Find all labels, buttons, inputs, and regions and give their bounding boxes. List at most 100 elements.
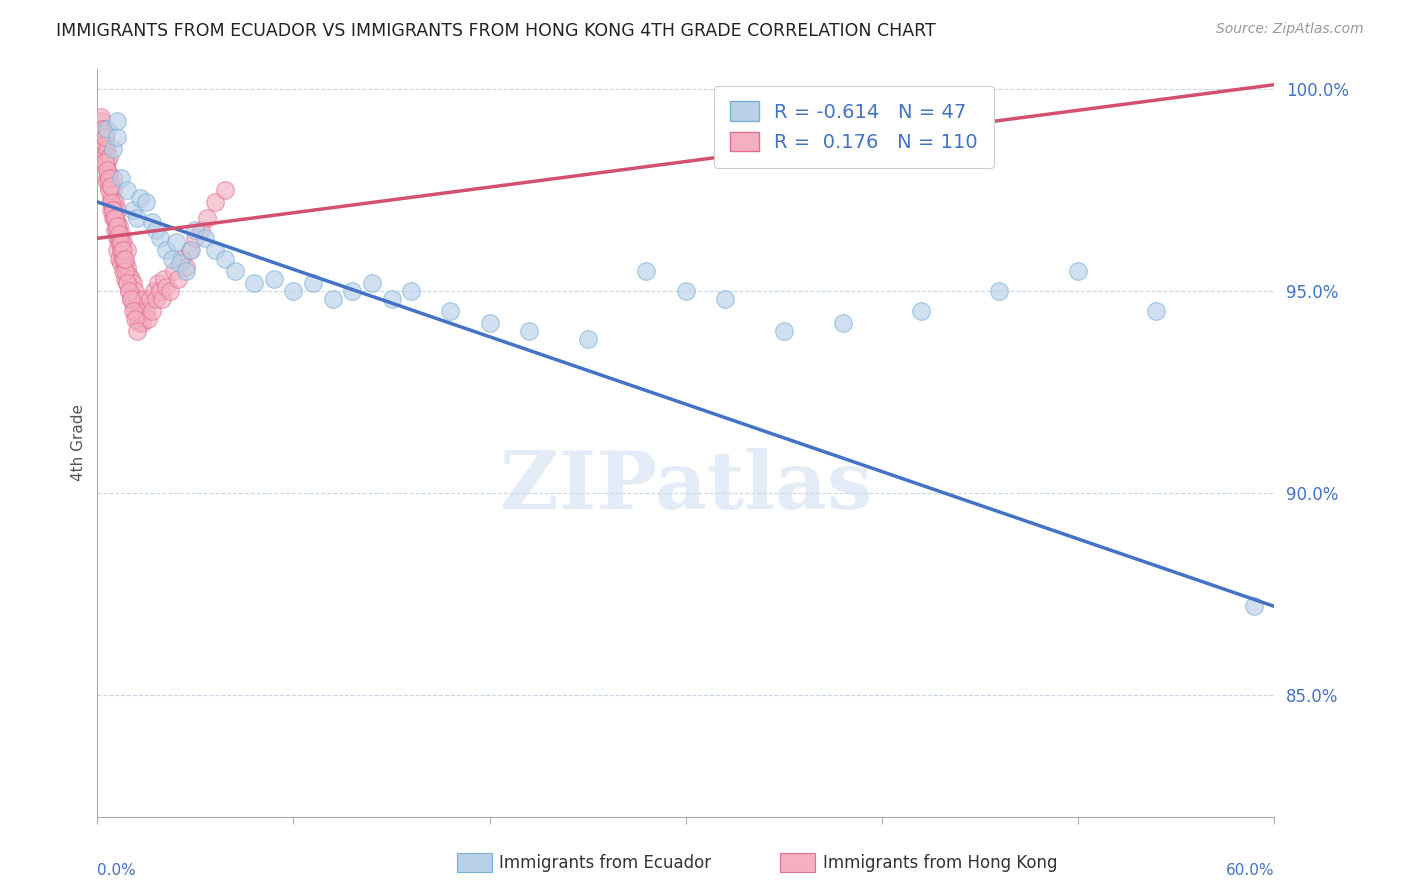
Point [111, 235, 134, 250]
Point [124, 304, 146, 318]
Point [104, 194, 127, 209]
Point [114, 272, 136, 286]
Point [149, 231, 172, 245]
Point [380, 292, 402, 306]
Point [159, 284, 181, 298]
Point [910, 304, 932, 318]
Point [141, 215, 163, 229]
Point [831, 316, 853, 330]
Point [105, 219, 128, 234]
Point [110, 235, 132, 250]
Point [243, 276, 266, 290]
Point [108, 231, 131, 245]
Point [110, 244, 132, 258]
Point [145, 292, 167, 306]
Point [214, 252, 236, 266]
Point [91, 122, 114, 136]
Point [98, 170, 121, 185]
Point [125, 324, 148, 338]
Point [90, 114, 112, 128]
Point [105, 231, 128, 245]
Point [121, 296, 143, 310]
Point [110, 244, 132, 258]
Point [108, 252, 131, 266]
Point [125, 211, 148, 226]
Text: Immigrants from Hong Kong: Immigrants from Hong Kong [823, 854, 1057, 871]
Point [163, 263, 186, 277]
Point [110, 227, 132, 242]
Point [100, 191, 122, 205]
Point [153, 272, 176, 286]
Point [101, 183, 124, 197]
Point [180, 244, 202, 258]
Point [120, 292, 142, 306]
Point [204, 244, 226, 258]
Text: 60.0%: 60.0% [1226, 863, 1274, 879]
Point [94, 151, 117, 165]
Point [96, 162, 118, 177]
Point [115, 260, 138, 274]
Point [120, 272, 142, 286]
Point [100, 178, 122, 193]
Point [108, 219, 131, 234]
Point [96, 162, 118, 177]
Point [105, 215, 128, 229]
Point [155, 280, 177, 294]
Point [361, 276, 384, 290]
Point [114, 263, 136, 277]
Point [118, 268, 141, 282]
Y-axis label: 4th Grade: 4th Grade [72, 404, 86, 481]
Point [90, 130, 112, 145]
Point [98, 151, 121, 165]
Point [105, 202, 128, 217]
Point [91, 142, 114, 156]
Point [194, 231, 217, 245]
Point [105, 130, 128, 145]
Point [114, 255, 136, 269]
Point [89, 122, 111, 136]
Point [91, 122, 114, 136]
Point [114, 252, 136, 266]
Point [129, 191, 152, 205]
Point [195, 211, 218, 226]
Point [146, 276, 169, 290]
Point [988, 284, 1011, 298]
Point [302, 276, 325, 290]
Point [125, 312, 148, 326]
Point [91, 134, 114, 148]
Point [100, 202, 122, 217]
Point [204, 194, 226, 209]
Point [96, 122, 118, 136]
Point [135, 194, 157, 209]
Point [96, 175, 118, 189]
Point [439, 304, 461, 318]
Point [283, 284, 305, 298]
Point [94, 130, 117, 145]
Point [135, 304, 157, 318]
Point [98, 183, 121, 197]
Point [517, 324, 540, 338]
Point [94, 138, 117, 153]
Point [105, 244, 128, 258]
Point [110, 255, 132, 269]
Point [111, 263, 134, 277]
Point [174, 260, 197, 274]
Point [149, 284, 172, 298]
Point [184, 223, 207, 237]
Point [111, 252, 134, 266]
Point [115, 244, 138, 258]
Point [124, 284, 146, 298]
Point [94, 130, 117, 145]
Point [138, 312, 160, 326]
Text: Immigrants from Ecuador: Immigrants from Ecuador [499, 854, 711, 871]
Point [128, 316, 150, 330]
Point [105, 223, 128, 237]
Point [179, 244, 201, 258]
Point [111, 252, 134, 266]
Point [129, 304, 152, 318]
Point [98, 178, 121, 193]
Point [121, 276, 143, 290]
Point [121, 304, 143, 318]
Point [134, 292, 156, 306]
Point [1243, 599, 1265, 614]
